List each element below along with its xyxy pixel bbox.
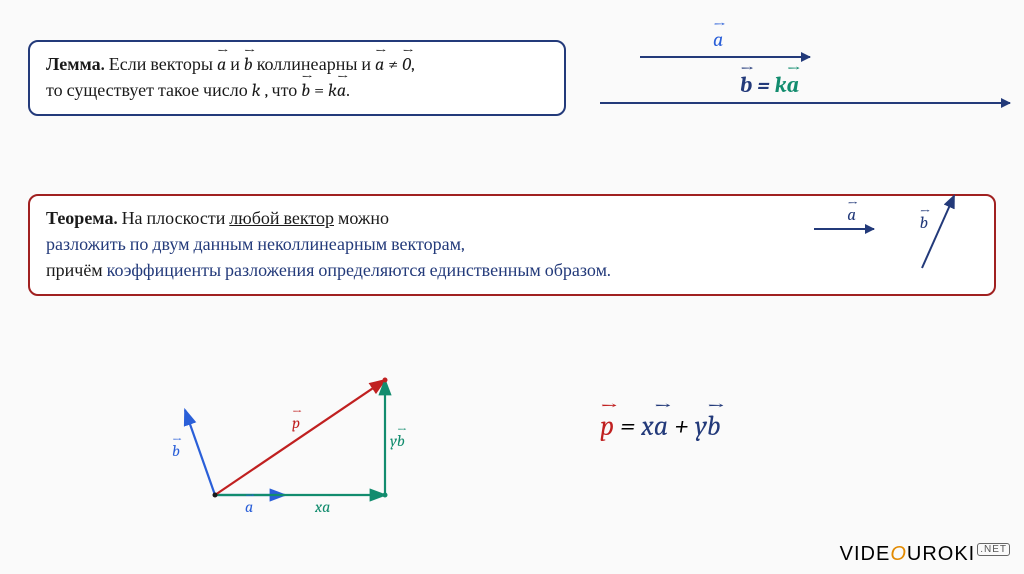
arrow-b-top [600, 102, 1010, 104]
theorem-title: Теорема. [46, 208, 118, 229]
th-t1: На плоскости [122, 208, 230, 229]
lemma-vec-b: b [244, 52, 253, 78]
theorem-arrow-a [814, 228, 874, 230]
f-y: y [695, 410, 707, 442]
lemma-neq: ≠ [388, 54, 402, 75]
lemma-vec-a: a [217, 52, 226, 78]
lemma-vec-a3: a [337, 78, 346, 104]
lemma-eq: = [314, 80, 328, 101]
wm-pre: VIDE [840, 543, 891, 565]
vector-diagram: a xa b yb p [170, 350, 440, 520]
lemma-box: Лемма. Если векторы a и b коллинеарны и … [28, 40, 566, 116]
diag-label-b: b [172, 442, 180, 460]
lemma-l2a: то существует такое число [46, 80, 252, 101]
th-t2: любой вектор [229, 208, 334, 229]
th-l3a: причём [46, 260, 107, 281]
lemma-line1: Лемма. Если векторы a и b коллинеарны и … [46, 52, 548, 78]
lemma-line2: то существует такое число k , что b = ka… [46, 78, 548, 104]
watermark: VIDEOUROKI.NET [840, 543, 1010, 566]
f-x: x [641, 410, 654, 442]
wm-net: .NET [977, 543, 1010, 556]
arrow-a-top [640, 56, 810, 58]
lemma-p2: коллинеарны и [257, 54, 375, 75]
f-a: a [654, 410, 668, 442]
th-t3: можно [338, 208, 389, 229]
label-bka: b = ka [740, 72, 799, 98]
lemma-title: Лемма. [46, 54, 105, 75]
th-l3b: коэффициенты разложения определяются еди… [107, 260, 611, 281]
diag-label-yb: yb [390, 432, 405, 450]
diag-label-xa: xa [315, 498, 330, 516]
theorem-label-b: b [920, 214, 928, 233]
diag-label-p: p [292, 414, 300, 432]
f-p: p [600, 410, 614, 442]
wm-o: O [890, 543, 907, 565]
formula: p = xa + yb [600, 410, 721, 442]
lemma-and: и [230, 54, 244, 75]
f-b: b [707, 410, 721, 442]
lemma-p1: Если векторы [109, 54, 217, 75]
f-plus: + [674, 410, 694, 442]
theorem-label-a: a [847, 206, 856, 225]
theorem-line2: разложить по двум данным неколлинеарным … [46, 232, 978, 258]
f-eq: = [620, 410, 641, 442]
label-a-top: a [713, 28, 723, 51]
wm-post: UROKI [907, 543, 975, 565]
theorem-box: Теорема. На плоскости любой вектор можно… [28, 194, 996, 296]
lemma-vec-b2: b [301, 78, 310, 104]
lemma-vec-a2: a [375, 52, 384, 78]
lemma-l2b: , что [264, 80, 301, 101]
lemma-zero: 0 [402, 52, 411, 78]
lemma-k2: k [328, 80, 337, 101]
theorem-line3: причём коэффициенты разложения определяю… [46, 258, 978, 284]
diag-label-a: a [245, 498, 253, 516]
lemma-k: k [252, 80, 261, 101]
